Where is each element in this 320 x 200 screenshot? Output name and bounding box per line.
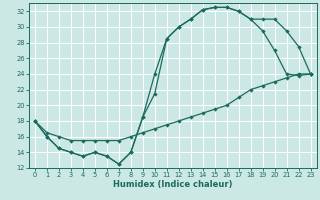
X-axis label: Humidex (Indice chaleur): Humidex (Indice chaleur) <box>113 180 233 189</box>
